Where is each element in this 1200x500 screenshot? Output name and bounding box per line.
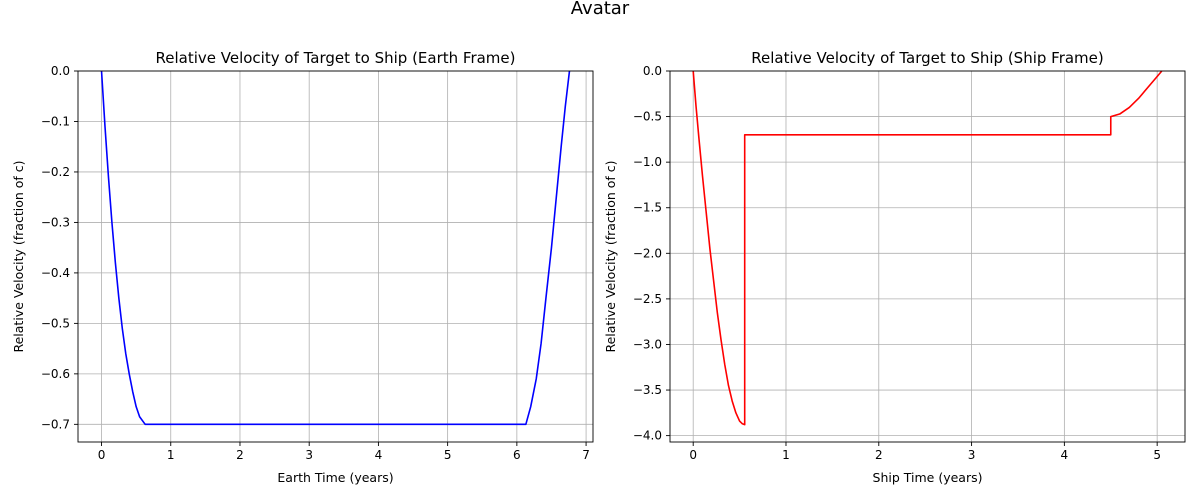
ship-ytick-label: 0.0	[643, 64, 662, 78]
earth-ytick-label: −0.1	[41, 114, 70, 128]
ship-ytick-label: −3.0	[633, 337, 662, 351]
earth-xtick-label: 5	[444, 448, 452, 462]
earth-ytick-label: −0.2	[41, 165, 70, 179]
ship-ytick-label: −0.5	[633, 110, 662, 124]
ship-xtick-label: 1	[782, 448, 790, 462]
ship-axes-frame	[669, 70, 1186, 443]
ship-y-axis-label: Relative Velocity (fraction of c)	[603, 160, 618, 352]
earth-ytick-label: −0.5	[41, 316, 70, 330]
earth-xtick-label: 3	[305, 448, 313, 462]
earth-ytick-label: 0.0	[51, 64, 70, 78]
earth-axes-frame	[77, 70, 594, 443]
earth-y-axis-label: Relative Velocity (fraction of c)	[11, 160, 26, 352]
ship-ytick-label: −2.5	[633, 292, 662, 306]
ship-ytick-label: −3.5	[633, 383, 662, 397]
ship-chart-title: Relative Velocity of Target to Ship (Shi…	[751, 49, 1104, 67]
ship-series-line-0	[692, 70, 1163, 426]
earth-chart-title: Relative Velocity of Target to Ship (Ear…	[155, 49, 515, 67]
ship-xtick-label: 5	[1153, 448, 1161, 462]
earth-xtick-label: 0	[98, 448, 106, 462]
earth-xtick-label: 4	[375, 448, 383, 462]
ship-x-axis-label: Ship Time (years)	[873, 470, 983, 485]
figure-suptitle: Avatar	[570, 0, 630, 19]
ship-xtick-label: 3	[968, 448, 976, 462]
earth-ytick-label: −0.4	[41, 266, 70, 280]
ship-ytick-label: −1.0	[633, 155, 662, 169]
ship-ytick-label: −4.0	[633, 429, 662, 443]
ship-ytick-label: −1.5	[633, 201, 662, 215]
earth-x-axis-label: Earth Time (years)	[277, 470, 393, 485]
ship-xtick-label: 2	[875, 448, 883, 462]
earth-series-line-0	[100, 70, 571, 426]
earth-ytick-label: −0.3	[41, 215, 70, 229]
earth-ytick-label: −0.6	[41, 367, 70, 381]
ship-xtick-label: 4	[1061, 448, 1069, 462]
earth-xtick-label: 6	[513, 448, 521, 462]
earth-xtick-label: 1	[167, 448, 175, 462]
earth-xtick-label: 2	[236, 448, 244, 462]
ship-xtick-label: 0	[689, 448, 697, 462]
ship-chart: 0 1 2 3 4 5 0.0 −0.5 −1.0 −1.5 −2.0 −2.5 −3.0 −3.5 −4.…	[603, 49, 1186, 485]
earth-ytick-label: −0.7	[41, 417, 70, 431]
ship-ytick-label: −2.0	[633, 246, 662, 260]
earth-chart: 0 1 2 3 4 5 6 7 0.0 −0.1 −0.2 −0.3 −0.4 −0.5 −0.6 −0.7 R…	[11, 49, 594, 485]
earth-xtick-label: 7	[582, 448, 590, 462]
